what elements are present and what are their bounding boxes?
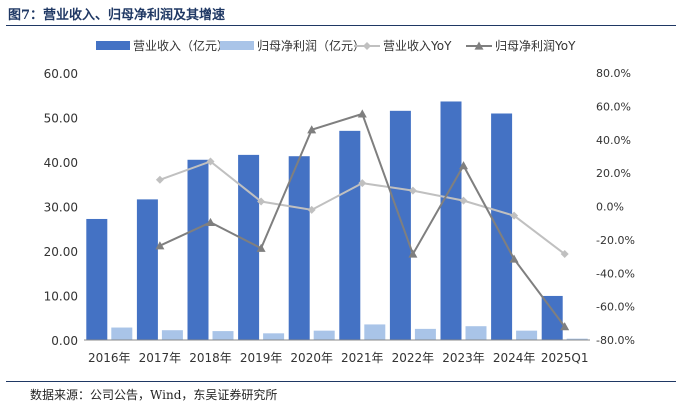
- x-tick-label: 2018年: [189, 351, 232, 365]
- left-tick-label: 30.00: [44, 201, 78, 215]
- right-tick-label: 20.0%: [596, 167, 631, 180]
- revenue-bar: [389, 110, 411, 340]
- legend-swatch: [220, 41, 254, 50]
- revenue-bar: [238, 154, 260, 340]
- revenue-bar: [541, 295, 563, 340]
- right-tick-label: 80.0%: [596, 67, 631, 80]
- profit-yoy-point: [560, 322, 570, 331]
- profit-yoy-point: [307, 125, 317, 134]
- right-tick-label: -60.0%: [596, 301, 635, 314]
- revenue-bar: [136, 199, 158, 340]
- source-note: 数据来源：公司公告，Wind，东吴证券研究所: [30, 388, 278, 402]
- profit-bar: [566, 338, 588, 340]
- right-tick-label: 60.0%: [596, 100, 631, 113]
- x-tick-label: 2017年: [139, 351, 182, 365]
- revenue-bar: [491, 113, 513, 341]
- x-tick-label: 2019年: [240, 351, 283, 365]
- revenue-yoy-point: [206, 157, 215, 166]
- profit-bar: [313, 330, 335, 340]
- right-tick-label: -40.0%: [596, 267, 635, 280]
- profit-bar: [263, 333, 285, 340]
- revenue-bar: [440, 101, 462, 340]
- x-tick-label: 2025Q1: [541, 351, 589, 365]
- profit-bar: [161, 330, 183, 340]
- revenue-yoy-point: [408, 186, 417, 195]
- left-tick-label: 40.00: [44, 156, 78, 170]
- revenue-yoy-point: [459, 196, 468, 205]
- revenue-yoy-point: [257, 197, 266, 206]
- revenue-bar: [187, 159, 209, 340]
- x-tick-label: 2016年: [88, 351, 131, 365]
- profit-bar: [516, 330, 538, 340]
- left-axis: 0.00 10.00 20.00 30.00 40.00 50.00 60.00: [44, 67, 78, 348]
- profit-bar: [364, 324, 386, 340]
- revenue-yoy-point: [510, 211, 519, 220]
- x-tick-label: 2024年: [493, 351, 536, 365]
- revenue-yoy-point: [307, 205, 316, 214]
- profit-bar: [111, 327, 133, 340]
- revenue-yoy-point: [358, 179, 367, 188]
- legend-swatch: [96, 41, 130, 50]
- title-rule: [6, 25, 676, 26]
- left-tick-label: 10.00: [44, 290, 78, 304]
- legend-marker: [474, 41, 484, 50]
- profit-yoy-point: [408, 249, 418, 258]
- right-tick-label: -20.0%: [596, 234, 635, 247]
- left-tick-label: 0.00: [51, 334, 78, 348]
- x-tick-label: 2020年: [290, 351, 333, 365]
- line-series: [155, 109, 570, 331]
- revenue-bar: [339, 130, 361, 340]
- x-axis: 2016年 2017年 2018年 2019年 2020年 2021年 2022年 2023年…: [84, 339, 590, 365]
- chart-legend: 营业收入（亿元） 归母净利润（亿元） 营业收入YoY 归母净利润YoY: [96, 38, 576, 53]
- right-tick-label: 0.0%: [596, 201, 624, 214]
- profit-bar: [414, 328, 436, 340]
- legend-label: 营业收入（亿元）: [133, 38, 229, 53]
- x-tick-label: 2022年: [392, 351, 435, 365]
- right-tick-label: 40.0%: [596, 134, 631, 147]
- profit-yoy-point: [459, 161, 468, 170]
- left-tick-label: 20.00: [44, 245, 78, 259]
- x-tick-label: 2023年: [442, 351, 485, 365]
- legend-label: 归母净利润YoY: [495, 39, 576, 53]
- profit-bar: [465, 326, 487, 340]
- profit-yoy-point: [357, 109, 367, 118]
- right-tick-label: -80.0%: [596, 334, 635, 347]
- x-tick-label: 2021年: [341, 351, 384, 365]
- left-tick-label: 60.00: [44, 67, 78, 81]
- legend-label: 营业收入YoY: [383, 39, 452, 53]
- profit-yoy-point: [155, 241, 165, 250]
- legend-marker: [363, 42, 371, 50]
- revenue-bar: [288, 156, 310, 340]
- revenue-bar: [86, 218, 108, 340]
- right-axis: -80.0% -60.0% -40.0% -20.0% 0.0% 20.0% 40.0% 60…: [596, 67, 635, 347]
- profit-bar: [212, 331, 234, 340]
- left-tick-label: 50.00: [44, 112, 78, 126]
- source-rule: [6, 381, 676, 382]
- revenue-profit-chart: 营业收入（亿元） 归母净利润（亿元） 营业收入YoY 归母净利润YoY 0.00 10.…: [44, 38, 635, 365]
- profit-yoy-point: [509, 254, 519, 263]
- profit-yoy-point: [256, 243, 266, 252]
- figure-title: 图7：营业收入、归母净利润及其增速: [8, 8, 226, 23]
- legend-label: 归母净利润（亿元）: [257, 38, 365, 53]
- revenue-yoy-point: [155, 175, 164, 184]
- bar-series: [86, 101, 588, 341]
- profit-yoy-point: [206, 217, 215, 226]
- revenue-yoy-point: [560, 250, 569, 259]
